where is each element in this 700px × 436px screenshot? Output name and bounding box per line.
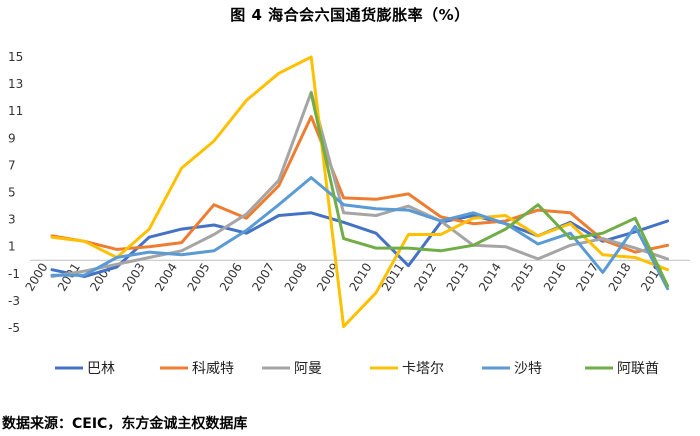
y-tick-label: -1 [8,267,20,281]
legend-label: 阿曼 [294,361,322,377]
legend-label: 巴林 [87,361,115,377]
series-line-科威特 [50,115,670,254]
x-tick-label: 2016 [541,260,569,293]
series-line-阿联酋 [309,92,670,288]
x-tick-label: 2003 [120,260,148,293]
y-tick-label: 15 [8,50,23,64]
x-tick-label: 2018 [606,260,634,293]
x-tick-label: 2013 [444,260,472,293]
x-tick-label: 2010 [346,260,374,293]
x-tick-label: 2008 [282,260,310,293]
legend-label: 科威特 [192,361,234,377]
y-tick-label: 9 [8,131,16,145]
x-tick-label: 2014 [476,260,504,293]
legend-label: 阿联酋 [617,360,659,377]
legend-label: 卡塔尔 [402,361,444,377]
series-lines [50,55,670,329]
legend: 巴林 科威特 阿曼 卡塔尔 沙特 阿联酋 [55,360,659,377]
x-tick-label: 2004 [152,260,180,293]
y-tick-label: 1 [8,240,16,254]
series-line-卡塔尔 [50,55,670,329]
data-source-note: 数据来源：CEIC，东方金诚主权数据库 [2,416,248,432]
x-tick-label: 2015 [508,260,536,293]
x-tick-label: 2006 [217,260,245,293]
legend-label: 沙特 [514,361,542,377]
y-tick-label: 3 [8,213,16,227]
y-tick-label: 7 [8,158,16,172]
y-tick-label: -3 [8,294,20,308]
x-tick-label: 2012 [411,260,439,293]
y-tick-label: 13 [8,77,23,91]
chart-title: 图 4 海合会六国通货膨胀率（%） [230,6,470,24]
x-tick-label: 2000 [22,260,50,293]
x-tick-label: 2001 [55,260,83,293]
x-tick-label: 2007 [249,260,277,293]
x-tick-label: 2005 [184,260,212,293]
y-tick-label: 5 [8,186,16,200]
series-line-阿曼 [50,90,670,278]
y-tick-label: -5 [8,321,20,335]
y-tick-label: 11 [8,104,23,118]
